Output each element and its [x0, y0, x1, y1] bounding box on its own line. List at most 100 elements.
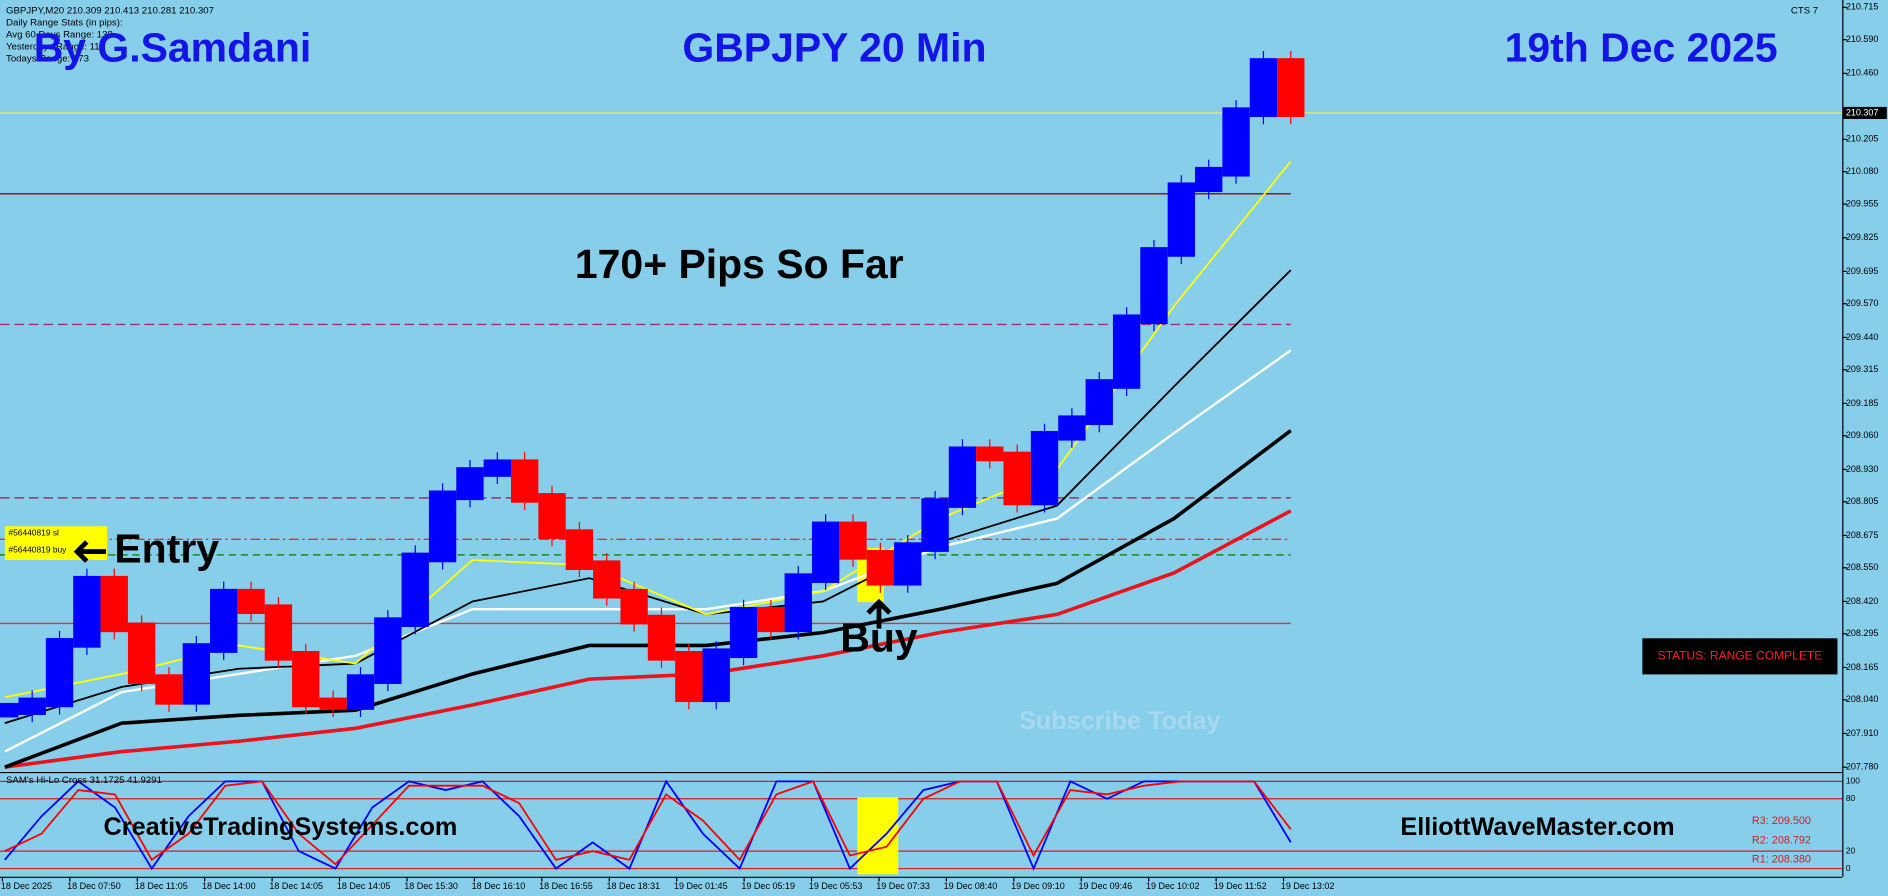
x-tick-label: 19 Dec 05:53	[809, 881, 863, 891]
stats-line: Todays Range: 173	[6, 54, 89, 65]
x-tick-label: 19 Dec 05:19	[741, 881, 795, 891]
price-bar	[1249, 58, 1278, 117]
oscillator-line	[4, 779, 1292, 871]
x-tick-label: 19 Dec 01:45	[674, 881, 728, 891]
y-tick-label: 20	[1846, 845, 1856, 855]
price-bar	[237, 588, 265, 615]
x-tick-label: 19 Dec 07:33	[876, 881, 930, 891]
buy-label: Buy	[840, 614, 918, 660]
price-bar	[866, 550, 895, 586]
y-tick-label: 208.420	[1846, 596, 1879, 606]
price-bar	[0, 702, 19, 718]
y-tick-label: 208.040	[1846, 694, 1879, 704]
order-tag	[4, 526, 108, 560]
pivot-label: R1: 208.380	[1752, 854, 1811, 866]
x-tick-label: 18 Dec 16:55	[539, 881, 593, 891]
y-tick-label: 207.780	[1846, 762, 1879, 772]
price-bar	[510, 459, 539, 503]
y-tick-label: 209.825	[1846, 232, 1879, 242]
y-tick-label: 0	[1846, 863, 1851, 873]
last-price-box	[1843, 106, 1887, 119]
price-bar	[976, 446, 1004, 462]
price-bar	[182, 643, 211, 705]
price-bar	[1277, 58, 1305, 117]
price-bar	[155, 674, 183, 705]
y-tick-label: 209.185	[1846, 398, 1879, 408]
price-bar	[1222, 107, 1250, 177]
entry-label: Entry	[114, 525, 219, 571]
price-bar	[292, 650, 320, 708]
chart-title: GBPJPY 20 Min	[682, 24, 986, 70]
y-tick-label: 208.930	[1846, 464, 1879, 474]
symbol-line: GBPJPY,M20 210.309 210.413 210.281 210.3…	[6, 5, 214, 16]
last-price-label: 210.307	[1846, 107, 1879, 117]
price-bar	[100, 575, 128, 633]
price-bar	[264, 604, 293, 661]
x-tick-label: 19 Dec 10:02	[1146, 881, 1200, 891]
price-bar	[839, 521, 867, 560]
stats-line: Yesterdays Range: 116	[6, 42, 105, 53]
y-tick-label: 208.550	[1846, 562, 1879, 572]
price-bar	[346, 674, 375, 710]
plot-layer	[0, 50, 1305, 871]
price-bar	[1003, 451, 1031, 506]
price-bar	[757, 606, 785, 633]
author: By G.Samdani	[34, 24, 312, 70]
pivot-label: R3: 209.500	[1752, 815, 1811, 827]
x-tick-label: 18 Dec 18:31	[607, 881, 661, 891]
buy-arrow	[866, 598, 892, 629]
site-left: CreativeTradingSystems.com	[104, 813, 458, 841]
x-tick-label: 19 Dec 08:40	[944, 881, 998, 891]
price-bar	[127, 622, 156, 684]
x-tick-label: 19 Dec 11:52	[1214, 881, 1267, 891]
price-bar	[921, 498, 949, 552]
signal-highlight	[857, 797, 899, 875]
price-bar	[675, 650, 703, 703]
moving-average	[4, 349, 1292, 753]
y-tick-label: 210.460	[1846, 68, 1879, 78]
moving-average	[4, 509, 1292, 769]
price-bar	[401, 552, 429, 627]
site-right: ElliottWaveMaster.com	[1400, 813, 1674, 841]
price-bar	[1030, 430, 1059, 506]
indicator-name: CTS 7	[1791, 5, 1818, 16]
entry-arrow	[73, 540, 106, 563]
price-bar	[1058, 415, 1086, 441]
price-bar	[729, 606, 758, 659]
date: 19th Dec 2025	[1505, 24, 1778, 70]
price-bar	[374, 617, 402, 684]
status-box	[1642, 638, 1838, 675]
price-bar	[593, 560, 621, 599]
x-tick-label: 19 Dec 13:02	[1281, 881, 1335, 891]
pivot-label: R2: 208.792	[1752, 834, 1811, 846]
y-tick-label: 210.715	[1846, 2, 1879, 12]
x-tick-label: 18 Dec 11:05	[135, 881, 188, 891]
oscillator-title: SAM's Hi-Lo Cross 31.1725 41.9291	[6, 775, 162, 786]
order-sl: #56440819 sl	[8, 528, 59, 538]
price-bar	[45, 638, 74, 708]
pips-note: 170+ Pips So Far	[575, 241, 904, 287]
y-tick-label: 210.590	[1846, 34, 1879, 44]
price-bar	[1167, 182, 1196, 257]
background-layer	[0, 112, 1843, 870]
price-bar	[784, 573, 812, 633]
x-tick-label: 18 Dec 14:05	[269, 881, 323, 891]
x-tick-label: 19 Dec 09:46	[1079, 881, 1133, 891]
order-buy: #56440819 buy	[8, 545, 67, 555]
price-bar	[1112, 314, 1141, 389]
y-tick-label: 209.060	[1846, 430, 1879, 440]
price-bar	[319, 697, 347, 710]
stats-line: Avg 60 Days Range: 138	[6, 29, 113, 40]
price-bar	[565, 529, 594, 571]
y-tick-label: 208.165	[1846, 662, 1879, 672]
x-tick-label: 18 Dec 07:50	[67, 881, 121, 891]
price-bar	[18, 697, 46, 715]
price-bar	[456, 467, 484, 501]
y-tick-label: 209.570	[1846, 298, 1879, 308]
y-tick-label: 80	[1846, 793, 1856, 803]
y-tick-label: 210.205	[1846, 134, 1879, 144]
x-tick-label: 18 Dec 15:30	[404, 881, 458, 891]
status: STATUS: RANGE COMPLETE	[1658, 649, 1823, 663]
